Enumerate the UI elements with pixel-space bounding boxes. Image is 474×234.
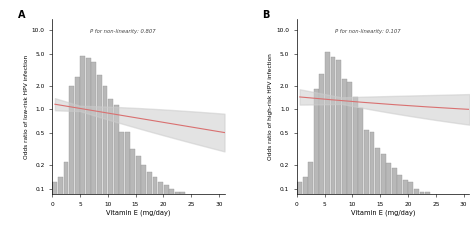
- Bar: [414, 189, 419, 234]
- Bar: [136, 156, 141, 234]
- Bar: [409, 182, 413, 234]
- Bar: [108, 99, 113, 234]
- Text: P for non-linearity: 0.107: P for non-linearity: 0.107: [335, 29, 401, 34]
- Bar: [325, 52, 330, 234]
- Bar: [214, 220, 219, 234]
- Bar: [69, 87, 74, 234]
- X-axis label: Vitamin E (mg/day): Vitamin E (mg/day): [351, 210, 415, 216]
- Text: B: B: [263, 10, 270, 20]
- Bar: [180, 192, 185, 234]
- Bar: [353, 97, 358, 234]
- Bar: [169, 189, 174, 234]
- Bar: [342, 79, 346, 234]
- Bar: [119, 132, 124, 234]
- X-axis label: Vitamin E (mg/day): Vitamin E (mg/day): [106, 210, 171, 216]
- Bar: [125, 132, 130, 234]
- Bar: [436, 201, 441, 234]
- Bar: [419, 192, 424, 234]
- Bar: [130, 149, 135, 234]
- Bar: [208, 220, 213, 234]
- Bar: [381, 154, 385, 234]
- Bar: [303, 177, 308, 234]
- Bar: [175, 192, 180, 234]
- Bar: [102, 87, 108, 234]
- Bar: [431, 196, 436, 234]
- Bar: [358, 108, 363, 234]
- Bar: [164, 185, 169, 234]
- Bar: [319, 74, 324, 234]
- Bar: [375, 148, 380, 234]
- Bar: [86, 58, 91, 234]
- Bar: [425, 192, 430, 234]
- Bar: [197, 206, 202, 234]
- Bar: [91, 62, 96, 234]
- Bar: [219, 230, 224, 234]
- Bar: [453, 220, 458, 234]
- Bar: [392, 168, 397, 234]
- Y-axis label: Odds ratio of low-risk HPV infection: Odds ratio of low-risk HPV infection: [24, 55, 29, 158]
- Bar: [330, 57, 336, 234]
- Bar: [297, 182, 302, 234]
- Bar: [97, 75, 102, 234]
- Text: A: A: [18, 10, 25, 20]
- Bar: [141, 165, 146, 234]
- Bar: [53, 182, 57, 234]
- Bar: [370, 132, 374, 234]
- Bar: [397, 175, 402, 234]
- Bar: [309, 161, 313, 234]
- Bar: [64, 161, 68, 234]
- Bar: [186, 196, 191, 234]
- Bar: [80, 56, 85, 234]
- Bar: [347, 82, 352, 234]
- Bar: [386, 163, 391, 234]
- Bar: [403, 180, 408, 234]
- Bar: [114, 105, 118, 234]
- Bar: [202, 212, 208, 234]
- Bar: [191, 201, 196, 234]
- Bar: [75, 77, 80, 234]
- Bar: [158, 182, 163, 234]
- Bar: [314, 89, 319, 234]
- Bar: [147, 172, 152, 234]
- Y-axis label: Odds ratio of high-risk HPV infection: Odds ratio of high-risk HPV infection: [268, 53, 273, 160]
- Bar: [447, 212, 452, 234]
- Bar: [458, 230, 464, 234]
- Text: P for non-linearity: 0.807: P for non-linearity: 0.807: [90, 29, 155, 34]
- Bar: [336, 60, 341, 234]
- Bar: [364, 130, 369, 234]
- Bar: [153, 177, 157, 234]
- Bar: [58, 177, 63, 234]
- Bar: [442, 206, 447, 234]
